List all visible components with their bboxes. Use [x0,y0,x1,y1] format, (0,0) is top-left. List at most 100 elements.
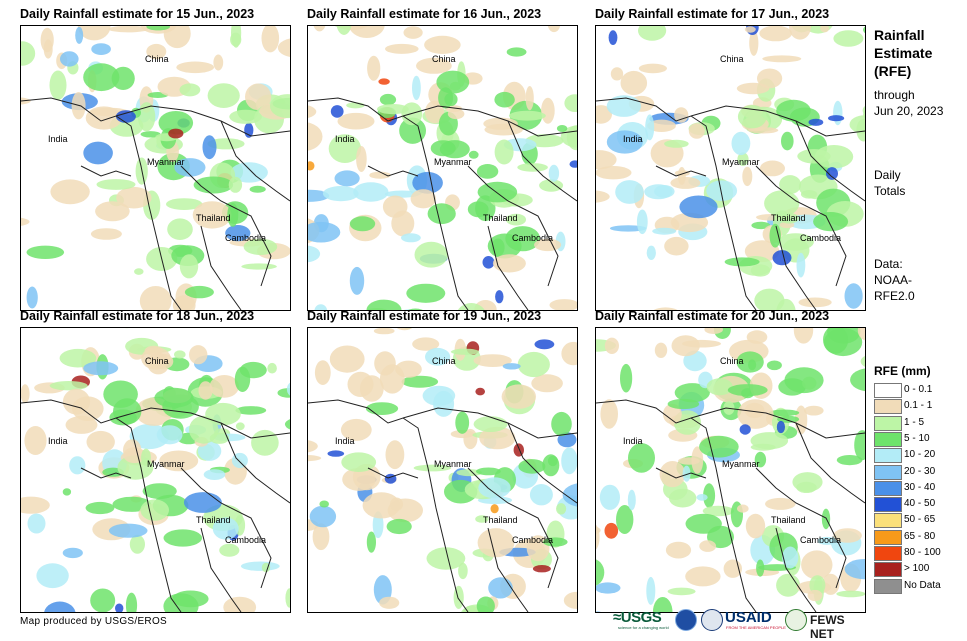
map-label-thailand: Thailand [483,515,518,525]
rain-patch [377,104,409,114]
map-label-thailand: Thailand [483,213,518,223]
rain-patch [609,30,618,45]
rain-patch [350,216,375,231]
rain-patch [502,384,536,408]
rain-patch [27,246,65,259]
sidebar-totals: Totals [874,183,905,199]
rain-patch [596,582,621,593]
rain-patch [109,524,148,538]
rain-patch [605,338,619,354]
rain-patch [308,440,318,453]
map-label-thailand: Thailand [771,213,806,223]
rain-patch [655,343,667,358]
rain-patch [644,184,672,199]
rain-patch [570,160,578,167]
rain-patch [386,440,405,469]
rain-patch [444,93,457,106]
map-label-cambodia: Cambodia [225,535,266,545]
rain-patch [308,455,321,461]
rain-patch [176,62,214,74]
rain-patch [335,170,360,186]
rain-patch [174,350,186,358]
rain-patch [338,113,375,130]
map-label-china: China [432,54,456,64]
rain-patch [628,443,655,473]
map-label-cambodia: Cambodia [225,233,266,243]
rain-patch [44,602,76,613]
rain-patch [97,179,136,190]
map-label-india: India [623,436,643,446]
rain-patch [41,28,54,52]
rain-patch [401,233,421,242]
rain-patch [530,484,553,505]
rain-patch [310,506,336,528]
rain-patch [95,201,130,221]
rain-patch [91,43,111,55]
rain-patch [751,432,789,449]
fews-net-logo: FEWS NET [810,613,865,641]
rain-patch [539,179,563,191]
rain-patch [21,497,50,514]
rain-patch [792,472,822,492]
legend-label: 10 - 20 [904,449,935,460]
rain-patch [90,589,115,613]
panel-title: Daily Rainfall estimate for 20 Jun., 202… [595,309,875,323]
rain-patch [66,416,98,434]
rain-patch [278,38,290,58]
rain-patch [108,26,148,32]
legend-label: 0 - 0.1 [904,384,932,395]
rain-patch [746,514,765,539]
rain-patch [596,611,607,612]
rain-patch [773,250,792,265]
rain-patch [164,529,203,546]
rain-patch [189,345,207,364]
rain-patch [600,485,620,510]
legend-swatch [874,465,902,480]
rain-patch [476,468,501,476]
rain-patch [533,565,551,572]
rain-patch [605,523,619,539]
sidebar-title-line1: Rainfall [874,26,932,44]
rain-patch [63,389,90,415]
noaa-logo-icon [675,609,697,631]
map-label-china: China [720,54,744,64]
sidebar-data-source-2: RFE2.0 [874,288,915,304]
rainfall-layer [308,328,577,612]
rain-patch [526,86,534,110]
rain-patch [483,256,495,269]
rain-patch [514,443,524,456]
rain-patch [213,55,223,71]
rain-patch [861,355,865,368]
rain-patch [28,514,46,534]
rain-patch [285,588,290,607]
rain-patch [863,26,865,36]
rain-patch [495,290,503,303]
panel-title: Daily Rainfall estimate for 18 Jun., 202… [20,309,300,323]
sidebar-date: Jun 20, 2023 [874,103,943,119]
rain-patch [267,363,277,374]
map-credit: Map produced by USGS/EROS [20,616,167,627]
rain-patch [262,26,280,52]
rain-patch [235,367,250,392]
rain-patch [60,51,79,66]
legend-swatch [874,448,902,463]
border-line [81,166,131,176]
rain-patch [387,519,412,534]
rain-patch [845,283,863,308]
map-label-thailand: Thailand [196,515,231,525]
rain-patch [784,367,823,393]
legend-swatch [874,481,902,496]
rain-patch [809,119,824,126]
rain-patch [509,111,546,121]
rain-patch [828,115,844,121]
rain-patch [488,577,513,598]
rain-patch [204,469,226,480]
rain-patch [436,71,469,94]
rain-patch [556,503,566,514]
rain-patch [331,105,344,118]
rain-patch [356,146,367,172]
rain-patch [596,559,604,587]
rain-patch [336,26,352,35]
rain-patch [686,514,722,534]
